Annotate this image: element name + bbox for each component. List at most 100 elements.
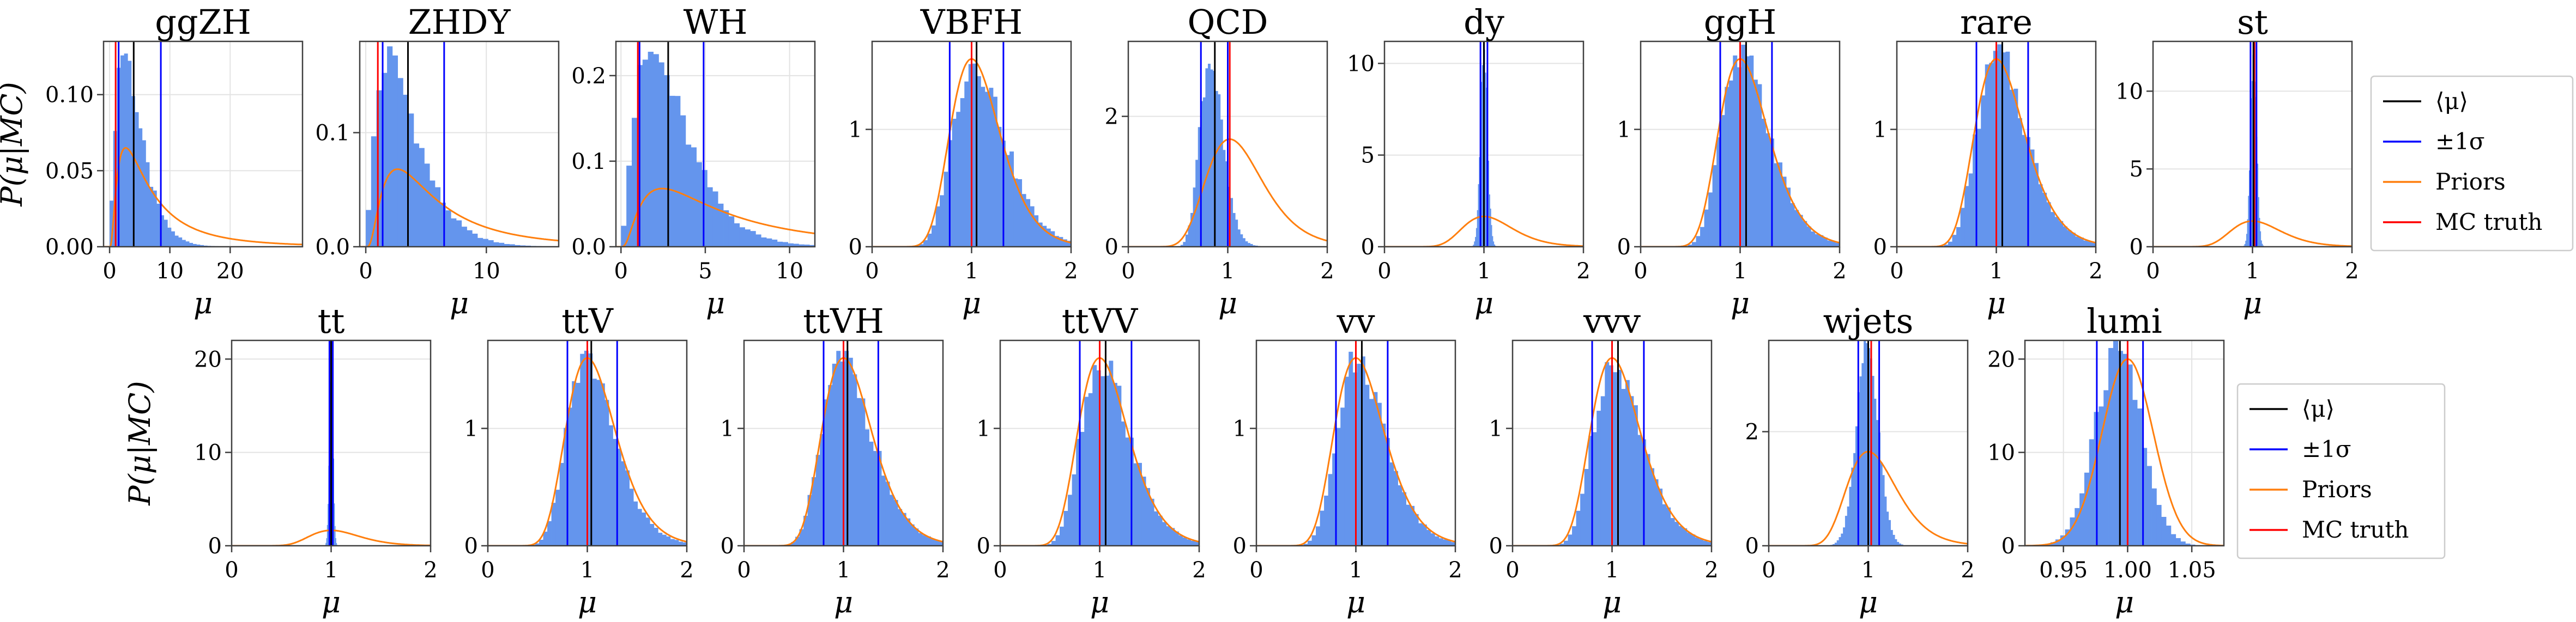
x-axis-label: μ: [1346, 585, 1365, 619]
histogram-bar: [625, 470, 630, 546]
histogram-bar: [128, 60, 132, 247]
plot-area: [104, 41, 303, 247]
histogram-bar: [1872, 376, 1874, 546]
y-tick-label: 1: [849, 118, 862, 143]
x-tick-label: 0: [1634, 259, 1647, 284]
x-tick-label: 0: [1377, 259, 1391, 284]
x-axis-label: μ: [1603, 585, 1622, 619]
histogram-bar: [1055, 535, 1060, 546]
histogram-bar: [1047, 544, 1052, 546]
histogram-bar: [791, 542, 796, 546]
histogram-bar: [658, 533, 663, 546]
histogram-bar: [2146, 466, 2152, 546]
histogram-bar: [1198, 127, 1201, 247]
histogram-bar: [1062, 239, 1067, 247]
x-tick-label: 1.05: [2168, 558, 2216, 583]
histogram-bar: [1898, 543, 1901, 546]
histogram-bar: [1245, 241, 1248, 247]
x-tick-label: 1: [1733, 259, 1747, 284]
histogram-bar: [1997, 44, 2002, 247]
histogram-bar: [793, 243, 799, 247]
panel-dy: 0 1 2 0 5 10 dy μ: [1347, 2, 1591, 320]
histogram-bar: [124, 53, 128, 247]
histogram-bar: [1803, 221, 1807, 247]
histogram-bar: [771, 239, 778, 247]
histogram-bar: [1141, 477, 1146, 546]
histogram-bar: [467, 230, 473, 247]
histogram-bar: [1133, 463, 1138, 546]
histogram-bar: [588, 353, 593, 546]
histogram-bar: [1166, 526, 1171, 546]
y-tick-label: 2: [1745, 420, 1759, 445]
panel-zhdy: 0 10 0.0 0.1 ZHDY μ: [315, 2, 560, 320]
histogram-bar: [1855, 426, 1858, 546]
panel-title: vv: [1336, 301, 1375, 341]
histogram-bar: [696, 162, 702, 247]
histogram-bar: [1633, 405, 1638, 546]
histogram-bar: [804, 245, 810, 247]
histogram-bar: [836, 351, 841, 546]
y-tick-label: 10: [2115, 79, 2143, 104]
histogram-bar: [981, 87, 985, 247]
histogram-bar: [1580, 493, 1585, 546]
histogram-bar: [2103, 390, 2109, 546]
histogram-bar: [1365, 385, 1370, 546]
x-tick-label: 10: [473, 259, 500, 284]
histogram-bar: [576, 382, 580, 546]
legend-label-prior: Priors: [2302, 476, 2372, 503]
histogram-bar: [972, 63, 977, 247]
histogram-bar: [1968, 173, 1973, 247]
histogram-bar: [940, 195, 945, 247]
histogram-bar: [1473, 245, 1474, 247]
histogram-bar: [146, 162, 150, 247]
histogram-bar: [1658, 489, 1663, 546]
y-tick-label: 0.0: [571, 235, 606, 260]
y-tick-label: 0: [721, 534, 734, 559]
histogram-bar: [182, 240, 186, 247]
histogram-bar: [2127, 364, 2133, 546]
histogram-bar: [1215, 91, 1218, 247]
panel-title: ttVV: [1062, 301, 1139, 341]
histogram-bar: [1600, 396, 1605, 546]
y-tick-label: 0: [1233, 534, 1247, 559]
histogram-bar: [1410, 505, 1415, 546]
histogram-bar: [1491, 225, 1492, 247]
histogram-bar: [633, 501, 638, 546]
histogram-bar: [326, 538, 328, 546]
histogram-bar: [2113, 340, 2119, 546]
x-axis-label: μ: [1731, 286, 1750, 320]
histogram-bar: [1225, 161, 1228, 247]
histogram-bar: [1223, 150, 1226, 247]
histogram-bar: [734, 223, 740, 247]
histogram-bar: [1158, 515, 1163, 546]
histogram-bar: [1435, 536, 1440, 546]
histogram-bar: [1050, 231, 1055, 247]
panel-wh: 0 5 10 0.0 0.1 0.2 WH μ: [571, 2, 816, 320]
histogram-bar: [1646, 454, 1650, 546]
histogram-bar: [820, 434, 825, 546]
histogram-bar: [326, 525, 328, 546]
histogram-bar: [1303, 544, 1308, 546]
x-axis-label: μ: [2115, 585, 2134, 619]
y-tick-label: 20: [194, 347, 222, 372]
panel-title: st: [2237, 2, 2268, 42]
histogram-bar: [1174, 531, 1179, 546]
histogram-bar: [658, 62, 664, 247]
histogram-bar: [910, 524, 915, 546]
histogram-bar: [196, 245, 201, 247]
histogram-bar: [675, 96, 681, 247]
histogram-bar: [1332, 453, 1337, 546]
histogram-bar: [2185, 543, 2191, 546]
y-tick-label: 0.0: [315, 235, 350, 260]
histogram-bar: [1316, 526, 1320, 546]
histogram-bar: [1874, 399, 1877, 546]
histogram-bar: [482, 239, 488, 247]
histogram-bar: [809, 245, 815, 247]
histogram-bar: [451, 218, 457, 247]
x-tick-label: 2: [2345, 259, 2359, 284]
histogram-bar: [1849, 486, 1852, 546]
histogram-bar: [2142, 448, 2148, 546]
histogram-bar: [1629, 396, 1634, 546]
y-tick-label: 20: [1987, 347, 2015, 372]
histogram-bar: [1349, 351, 1353, 546]
